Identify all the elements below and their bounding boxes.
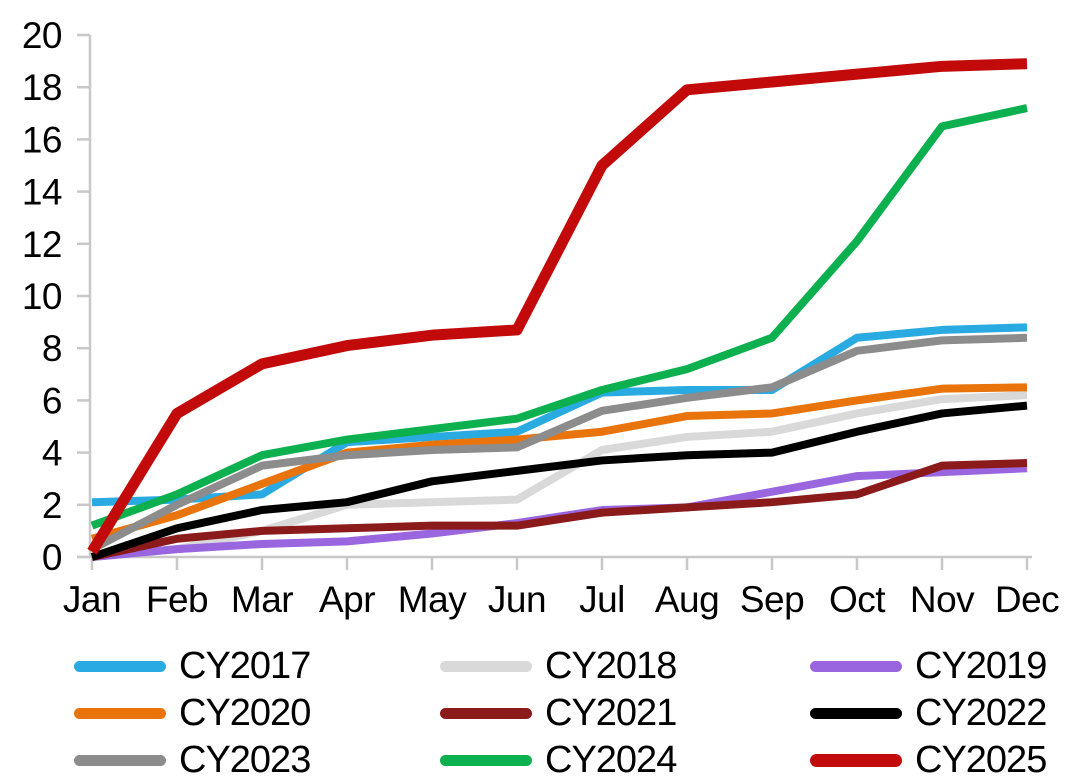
legend: CY2017 CY2018 CY2019 CY2020 CY2021 CY2022 CY20… <box>0 645 1070 777</box>
legend-item-CY2018: CY2018 <box>440 645 810 687</box>
y-tick-label: 12 <box>22 224 62 265</box>
y-tick-label: 14 <box>22 172 62 213</box>
legend-item-CY2021: CY2021 <box>440 692 810 734</box>
series-line-CY2022 <box>90 401 1028 561</box>
legend-swatch <box>440 660 532 672</box>
x-axis: Jan Feb Mar Apr May Jun Jul Aug Sep Oct Nov Dec <box>63 555 1060 620</box>
legend-label: CY2025 <box>915 738 1047 777</box>
chart-svg: 0 2 4 6 8 10 12 14 16 18 20 Jan Feb Mar Apr May Jun Jul A… <box>22 15 1060 620</box>
y-tick-label: 0 <box>42 537 62 578</box>
legend-swatch <box>440 754 532 766</box>
x-tick-label: Oct <box>829 579 886 620</box>
series-line-CY2021 <box>91 459 1028 561</box>
x-tick-label: Apr <box>319 579 375 620</box>
series-lines <box>87 58 1028 561</box>
legend-label: CY2020 <box>179 691 311 734</box>
x-tick-label: Mar <box>231 579 293 620</box>
legend-item-CY2017: CY2017 <box>74 645 440 687</box>
legend-label: CY2024 <box>545 738 677 777</box>
y-tick-label: 18 <box>22 67 62 108</box>
x-tick-label: Feb <box>146 579 208 620</box>
y-tick-label: 20 <box>22 15 62 56</box>
y-tick-label: 6 <box>42 380 62 421</box>
legend-swatch <box>74 707 166 719</box>
x-tick-label: May <box>398 579 467 620</box>
legend-item-CY2022: CY2022 <box>810 692 1070 734</box>
x-tick-label: Aug <box>655 579 719 620</box>
x-tick-label: Nov <box>910 579 975 620</box>
series-line-CY2017 <box>91 323 1028 507</box>
x-tick-label: Dec <box>995 579 1059 620</box>
legend-item-CY2024: CY2024 <box>440 739 810 777</box>
series-line-CY2020 <box>90 383 1028 543</box>
legend-label: CY2022 <box>915 691 1047 734</box>
legend-item-CY2023: CY2023 <box>74 739 440 777</box>
legend-label: CY2018 <box>545 644 677 687</box>
legend-item-CY2020: CY2020 <box>74 692 440 734</box>
series-line-CY2023 <box>90 333 1028 553</box>
legend-swatch <box>810 707 902 719</box>
y-tick-label: 2 <box>42 485 62 526</box>
y-tick-label: 4 <box>42 433 62 474</box>
series-line-CY2025 <box>87 58 1028 555</box>
y-axis: 0 2 4 6 8 10 12 14 16 18 20 <box>22 15 92 578</box>
y-tick-label: 16 <box>22 119 62 160</box>
x-tick-label: Jan <box>63 579 121 620</box>
y-tick-label: 8 <box>42 328 62 369</box>
legend-item-CY2019: CY2019 <box>810 645 1070 687</box>
x-tick-label: Sep <box>740 579 804 620</box>
legend-label: CY2017 <box>179 644 311 687</box>
legend-swatch <box>810 660 902 672</box>
legend-swatch <box>810 753 902 767</box>
legend-swatch <box>440 707 532 719</box>
legend-label: CY2023 <box>179 738 311 777</box>
legend-item-CY2025: CY2025 <box>810 739 1070 777</box>
x-tick-label: Jul <box>579 579 625 620</box>
series-line-CY2024 <box>90 104 1028 530</box>
x-tick-label: Jun <box>488 579 546 620</box>
legend-label: CY2019 <box>915 644 1047 687</box>
legend-label: CY2021 <box>545 691 677 734</box>
y-tick-label: 10 <box>22 276 62 317</box>
legend-swatch <box>74 660 166 672</box>
legend-swatch <box>74 754 166 766</box>
